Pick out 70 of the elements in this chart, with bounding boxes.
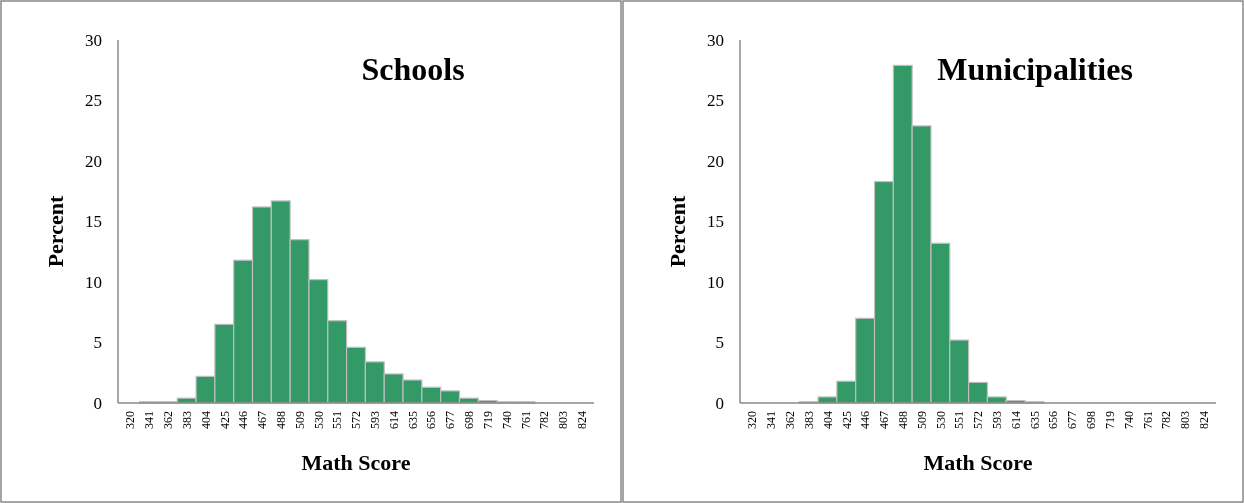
x-tick-label: 740 [1121, 411, 1136, 429]
x-tick-label: 488 [273, 411, 288, 429]
x-tick-label: 530 [311, 411, 326, 429]
x-tick-label: 509 [292, 411, 307, 429]
x-tick-label: 446 [858, 411, 873, 429]
x-tick-label: 719 [480, 411, 495, 429]
y-tick-label: 10 [85, 272, 102, 292]
x-tick-label: 677 [1065, 411, 1080, 429]
x-tick-label: 488 [895, 411, 910, 429]
x-tick-label: 341 [764, 411, 779, 429]
x-tick-label: 656 [1046, 411, 1061, 429]
x-tick-label: 467 [877, 411, 892, 429]
x-tick-label: 698 [1084, 411, 1099, 429]
y-tick-label: 10 [707, 272, 724, 292]
x-tick-label: 383 [179, 411, 194, 429]
x-tick-label: 740 [499, 411, 514, 429]
x-tick-label: 362 [783, 411, 798, 429]
chart-title: Municipalities [937, 51, 1133, 87]
x-tick-label: 320 [745, 411, 760, 429]
x-tick-label: 803 [556, 411, 571, 429]
x-tick-label: 362 [161, 411, 176, 429]
x-tick-label: 593 [368, 411, 383, 429]
x-tick-label: 572 [971, 411, 986, 429]
x-tick-label: 782 [1159, 411, 1174, 429]
x-tick-label: 425 [839, 411, 854, 429]
x-tick-label: 404 [820, 411, 835, 429]
y-tick-label: 30 [85, 30, 102, 50]
x-tick-label: 341 [142, 411, 157, 429]
x-axis-title: Math Score [301, 450, 411, 475]
y-tick-label: 25 [707, 91, 724, 111]
y-tick-label: 20 [85, 151, 102, 171]
y-tick-label: 25 [85, 91, 102, 111]
x-tick-label: 761 [1140, 411, 1155, 429]
y-tick-label: 0 [715, 393, 724, 413]
y-axis-title: Percent [665, 195, 690, 268]
y-axis-title: Percent [43, 195, 68, 268]
x-tick-label: 551 [330, 411, 345, 429]
x-tick-label: 509 [914, 411, 929, 429]
x-tick-label: 677 [443, 411, 458, 429]
x-tick-label: 635 [1027, 411, 1042, 429]
x-tick-label: 446 [236, 411, 251, 429]
x-tick-label: 467 [255, 411, 270, 429]
y-tick-label: 15 [85, 212, 102, 232]
x-tick-label: 698 [462, 411, 477, 429]
x-tick-label: 572 [349, 411, 364, 429]
chart-title: Schools [361, 51, 465, 87]
x-tick-label: 593 [990, 411, 1005, 429]
y-tick-label: 30 [707, 30, 724, 50]
x-tick-label: 614 [1008, 411, 1023, 429]
y-tick-label: 0 [93, 393, 102, 413]
x-tick-label: 383 [801, 411, 816, 429]
y-tick-label: 20 [707, 151, 724, 171]
x-tick-label: 551 [952, 411, 967, 429]
x-tick-label: 320 [123, 411, 138, 429]
x-tick-label: 656 [424, 411, 439, 429]
x-tick-label: 782 [537, 411, 552, 429]
x-axis-title: Math Score [923, 450, 1033, 475]
y-tick-label: 15 [707, 212, 724, 232]
x-tick-label: 824 [574, 411, 589, 429]
x-tick-label: 803 [1178, 411, 1193, 429]
x-tick-label: 719 [1102, 411, 1117, 429]
y-tick-label: 5 [93, 333, 102, 353]
x-tick-label: 635 [405, 411, 420, 429]
x-tick-label: 761 [518, 411, 533, 429]
x-tick-label: 425 [217, 411, 232, 429]
x-tick-label: 530 [933, 411, 948, 429]
x-tick-label: 824 [1196, 411, 1211, 429]
y-tick-label: 5 [715, 333, 724, 353]
x-tick-label: 614 [386, 411, 401, 429]
x-tick-label: 404 [198, 411, 213, 429]
